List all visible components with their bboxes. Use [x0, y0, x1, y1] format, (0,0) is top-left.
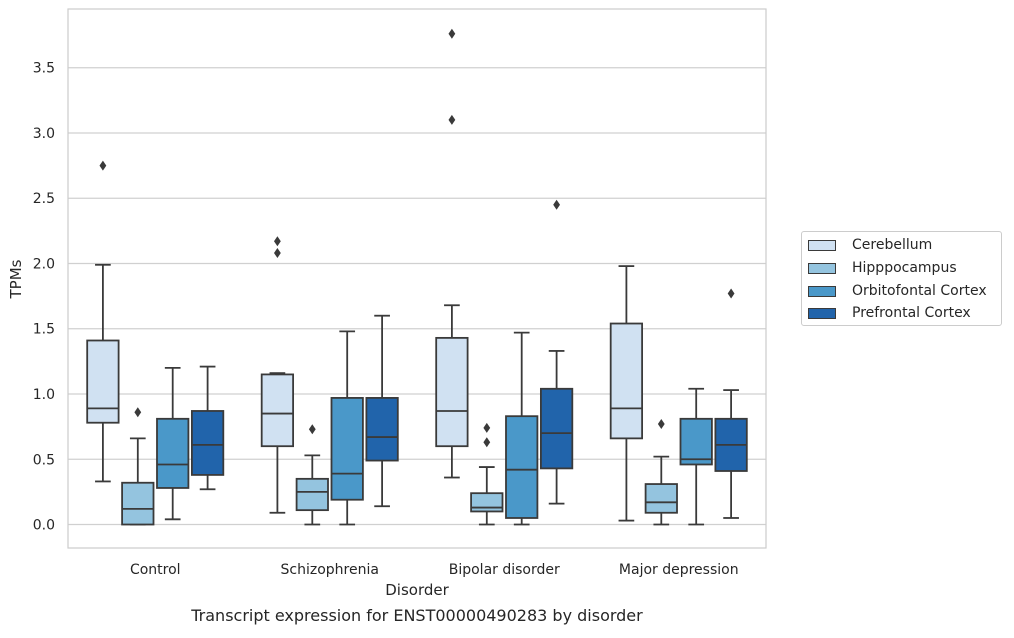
y-tick-label: 2.0 [33, 256, 55, 272]
legend-label-prefrontal-cortex: Prefrontal Cortex [852, 305, 971, 321]
x-tick-label: Bipolar disorder [449, 562, 560, 578]
outlier-point [274, 236, 281, 247]
box-group [435, 28, 469, 479]
box-group [714, 288, 748, 519]
outlier-point [99, 160, 107, 171]
box [679, 417, 713, 466]
legend-swatch-prefrontal-cortex [808, 307, 836, 319]
box [365, 397, 399, 462]
x-tick-label: Major depression [619, 562, 739, 578]
outlier-point [657, 419, 665, 430]
y-tick-label: 0.0 [33, 518, 55, 534]
box-group [295, 424, 329, 526]
legend: Cerebellum Hipppocampus Orbitofontal Cor… [801, 231, 1002, 326]
legend-item-cerebellum: Cerebellum [808, 235, 932, 255]
box-group [470, 422, 504, 526]
plot-frame [67, 8, 767, 549]
legend-swatch-cerebellum [808, 239, 836, 251]
legend-label-hipppocampus: Hipppocampus [852, 260, 957, 276]
box-group [644, 419, 678, 526]
box [121, 481, 155, 526]
legend-swatch-orbitofontal-cortex [808, 285, 836, 297]
legend-swatch-hipppocampus [808, 262, 836, 274]
box-group [330, 330, 364, 526]
outlier-point [483, 437, 491, 448]
box [435, 336, 469, 448]
x-axis-label: Disorder [385, 581, 449, 599]
box [190, 410, 225, 476]
outlier-point [727, 288, 735, 299]
y-tick-label: 2.5 [33, 191, 55, 207]
outlier-point [553, 199, 560, 210]
x-tick-label: Control [130, 562, 181, 578]
legend-item-hipppocampus: Hipppocampus [808, 258, 957, 278]
box-group [365, 314, 399, 508]
y-tick-label: 1.5 [33, 322, 55, 338]
legend-item-orbitofontal-cortex: Orbitofontal Cortex [808, 281, 987, 301]
box-group [609, 265, 644, 522]
box [644, 483, 678, 514]
outlier-point [308, 424, 316, 435]
figure-caption: Transcript expression for ENST0000049028… [191, 606, 643, 625]
box-group [679, 387, 713, 526]
y-tick-labels: 0.0 0.5 1.0 1.5 2.0 2.5 3.0 3.5 [33, 61, 55, 534]
legend-label-cerebellum: Cerebellum [852, 237, 933, 253]
box-group [505, 331, 539, 526]
box [330, 397, 364, 501]
box [260, 373, 295, 448]
x-tick-labels: Control Schizophrenia Bipolar disorder Majo… [130, 562, 739, 578]
y-tick-label: 3.5 [33, 61, 55, 77]
box-group [190, 365, 225, 491]
box-group [86, 160, 120, 483]
box-group [156, 366, 190, 521]
y-tick-label: 0.5 [33, 452, 55, 468]
box [539, 387, 574, 470]
outlier-point [134, 407, 142, 418]
y-tick-label: 1.0 [33, 387, 55, 403]
box [156, 417, 190, 489]
box-group [260, 236, 295, 514]
box [505, 415, 539, 519]
box-group [121, 407, 155, 526]
legend-label-orbitofontal-cortex: Orbitofontal Cortex [852, 283, 987, 299]
box [609, 322, 644, 440]
box [470, 492, 504, 513]
outlier-point [483, 422, 491, 433]
box [295, 477, 329, 512]
y-tick-label: 3.0 [33, 126, 55, 142]
box [86, 339, 120, 424]
outlier-point [274, 248, 281, 259]
y-axis-label: TPMs [7, 259, 25, 299]
outlier-point [448, 114, 456, 125]
x-tick-label: Schizophrenia [281, 562, 379, 578]
boxes [86, 28, 748, 526]
legend-item-prefrontal-cortex: Prefrontal Cortex [808, 303, 971, 323]
box-group [539, 199, 574, 505]
outlier-point [448, 28, 456, 39]
